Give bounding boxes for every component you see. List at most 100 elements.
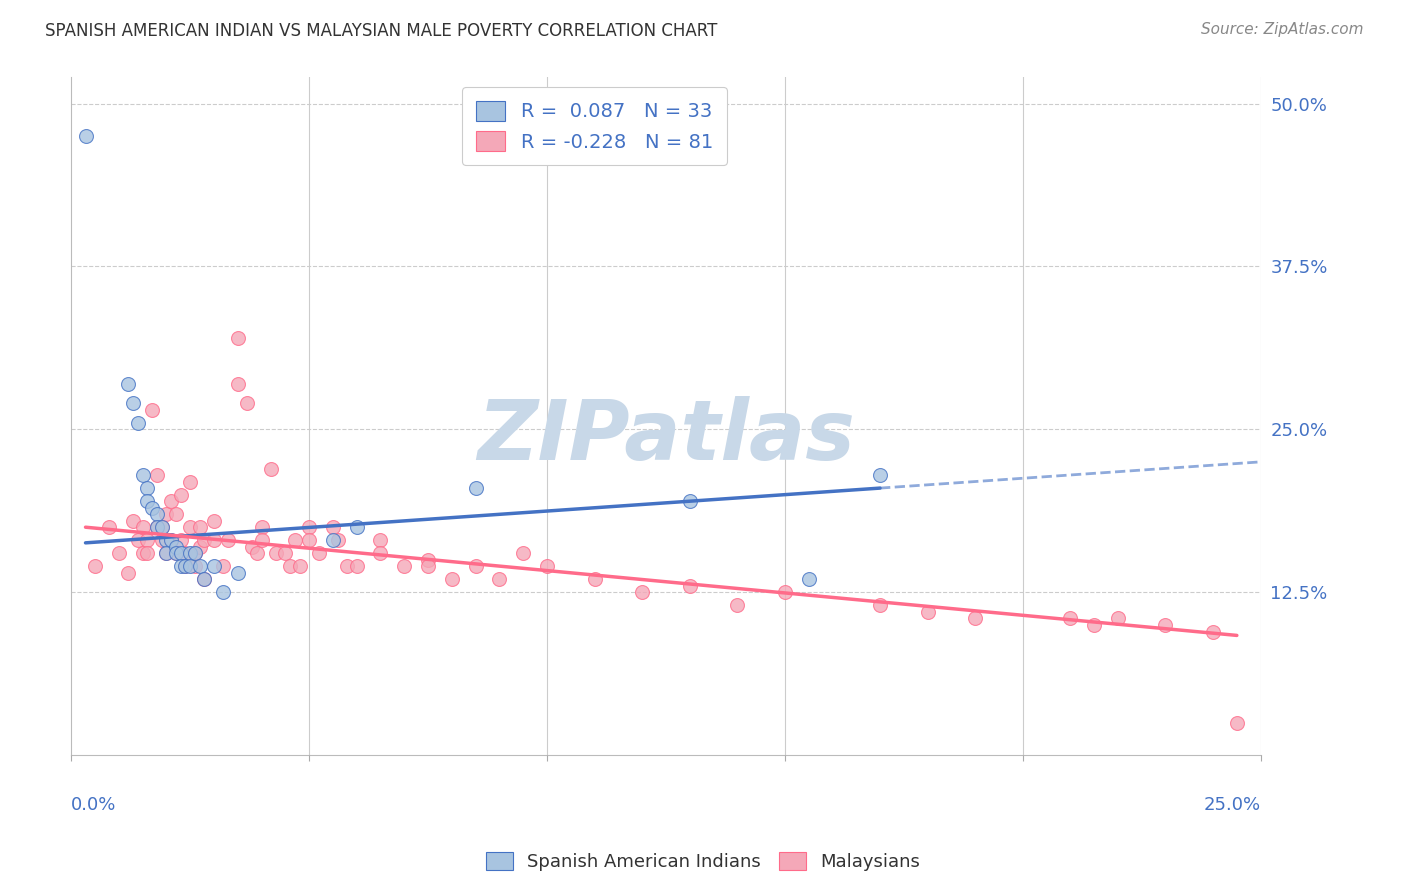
Point: [169, 559, 191, 574]
Point: [193, 572, 215, 586]
Point: [278, 559, 301, 574]
Point: [1107, 611, 1129, 625]
Point: [136, 494, 159, 508]
Point: [160, 533, 183, 548]
Text: SPANISH AMERICAN INDIAN VS MALAYSIAN MALE POVERTY CORRELATION CHART: SPANISH AMERICAN INDIAN VS MALAYSIAN MAL…: [45, 22, 717, 40]
Point: [98, 520, 121, 534]
Point: [240, 540, 263, 554]
Point: [260, 461, 283, 475]
Point: [212, 559, 235, 574]
Point: [1083, 618, 1105, 632]
Point: [108, 546, 131, 560]
Point: [1202, 624, 1225, 639]
Point: [127, 533, 149, 548]
Point: [188, 559, 211, 574]
Point: [725, 599, 748, 613]
Point: [869, 468, 891, 483]
Point: [146, 507, 169, 521]
Point: [150, 520, 173, 534]
Point: [488, 572, 510, 586]
Point: [917, 605, 939, 619]
Point: [298, 533, 321, 548]
Point: [226, 566, 249, 580]
Point: [141, 500, 163, 515]
Point: [1226, 715, 1249, 730]
Point: [416, 553, 439, 567]
Point: [226, 331, 249, 345]
Point: [869, 599, 891, 613]
Point: [169, 546, 191, 560]
Point: [536, 559, 558, 574]
Point: [155, 546, 177, 560]
Point: [773, 585, 796, 599]
Point: [117, 566, 139, 580]
Point: [84, 559, 107, 574]
Point: [136, 533, 159, 548]
Point: [346, 520, 368, 534]
Point: [284, 533, 307, 548]
Point: [155, 533, 177, 548]
Point: [298, 520, 321, 534]
Point: [174, 559, 197, 574]
Point: [165, 540, 187, 554]
Point: [179, 520, 201, 534]
Point: [117, 376, 139, 391]
Text: Source: ZipAtlas.com: Source: ZipAtlas.com: [1201, 22, 1364, 37]
Point: [179, 475, 201, 489]
Point: [322, 533, 344, 548]
Point: [264, 546, 287, 560]
Point: [288, 559, 311, 574]
Point: [146, 468, 169, 483]
Point: [122, 396, 145, 410]
Point: [184, 559, 207, 574]
Point: [155, 546, 177, 560]
Point: [174, 559, 197, 574]
Point: [246, 546, 269, 560]
Point: [1059, 611, 1081, 625]
Point: [122, 514, 145, 528]
Point: [965, 611, 987, 625]
Text: 0.0%: 0.0%: [72, 796, 117, 814]
Point: [146, 520, 169, 534]
Point: [326, 533, 349, 548]
Point: [188, 520, 211, 534]
Legend: R =  0.087   N = 33, R = -0.228   N = 81: R = 0.087 N = 33, R = -0.228 N = 81: [463, 87, 727, 165]
Point: [308, 546, 330, 560]
Point: [631, 585, 654, 599]
Point: [217, 533, 239, 548]
Point: [336, 559, 359, 574]
Point: [165, 507, 187, 521]
Text: 25.0%: 25.0%: [1204, 796, 1261, 814]
Point: [188, 540, 211, 554]
Point: [127, 416, 149, 430]
Point: [193, 572, 215, 586]
Point: [169, 488, 191, 502]
Point: [131, 468, 153, 483]
Point: [226, 376, 249, 391]
Point: [165, 546, 187, 560]
Point: [212, 585, 235, 599]
Point: [136, 481, 159, 495]
Point: [416, 559, 439, 574]
Point: [184, 546, 207, 560]
Point: [250, 520, 273, 534]
Point: [1154, 618, 1177, 632]
Point: [440, 572, 463, 586]
Point: [583, 572, 606, 586]
Point: [169, 533, 191, 548]
Text: ZIPatlas: ZIPatlas: [477, 396, 855, 477]
Point: [184, 546, 207, 560]
Legend: Spanish American Indians, Malaysians: Spanish American Indians, Malaysians: [478, 845, 928, 879]
Point: [146, 520, 169, 534]
Point: [179, 559, 201, 574]
Point: [250, 533, 273, 548]
Point: [141, 403, 163, 417]
Point: [322, 520, 344, 534]
Point: [679, 579, 702, 593]
Point: [346, 559, 368, 574]
Point: [202, 514, 225, 528]
Point: [370, 533, 392, 548]
Point: [202, 559, 225, 574]
Point: [150, 520, 173, 534]
Point: [464, 481, 486, 495]
